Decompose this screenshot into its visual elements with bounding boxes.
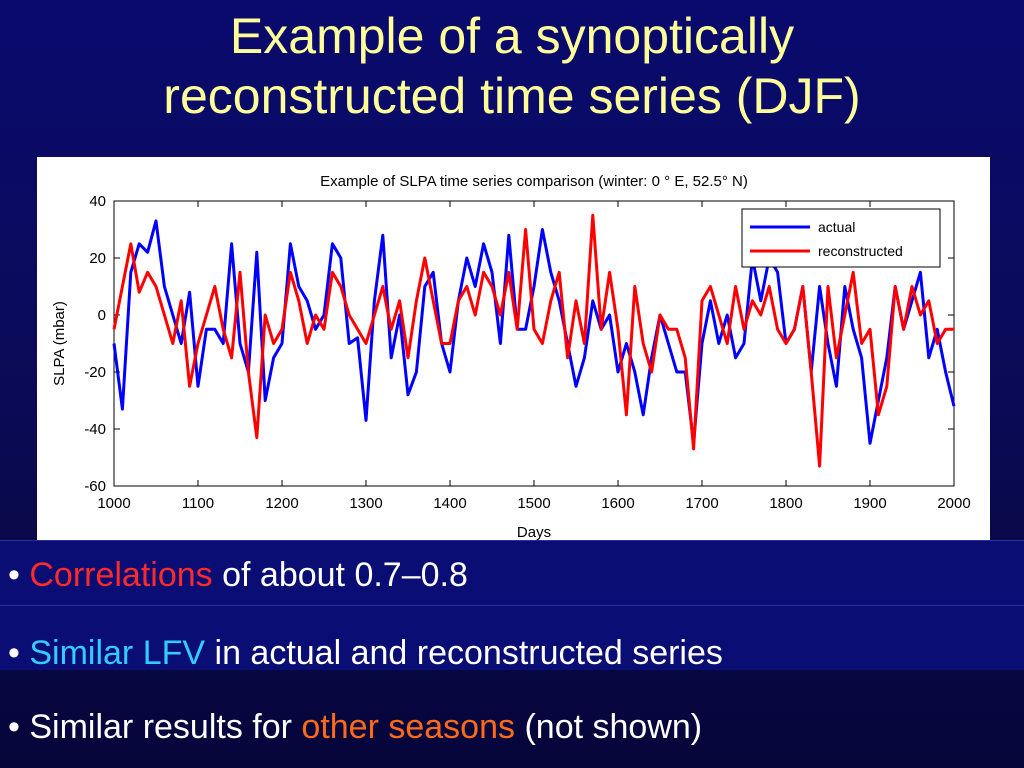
y-axis-label: SLPA (mbar) — [51, 301, 68, 386]
legend-box — [741, 208, 941, 268]
y-tick-label: 20 — [89, 250, 106, 267]
legend-label-reconstructed: reconstructed — [818, 243, 903, 259]
bullet-marker: • — [8, 634, 20, 672]
bullet-correlations: • Correlations of about 0.7–0.8 — [8, 556, 468, 594]
bullet-text: in actual and reconstructed series — [205, 634, 723, 672]
slide-title-line2: reconstructed time series (DJF) — [163, 68, 861, 124]
bullet-highlight: Correlations — [29, 556, 213, 594]
bullet-prefix: Similar results for — [29, 708, 302, 746]
chart-title: Example of SLPA time series comparison (… — [320, 173, 748, 190]
bullet-highlight: other seasons — [301, 708, 516, 746]
x-tick-label: 1200 — [265, 495, 298, 512]
x-tick-label: 1700 — [685, 495, 718, 512]
x-tick-label: 1600 — [601, 495, 634, 512]
bullet-marker: • — [8, 708, 20, 746]
bullet-band-2 — [0, 606, 1024, 670]
x-tick-label: 1300 — [349, 495, 382, 512]
x-tick-label: 2000 — [937, 495, 970, 512]
chart-figure: Example of SLPA time series comparison (… — [37, 157, 990, 547]
y-tick-label: 0 — [98, 307, 106, 324]
bullet-marker: • — [8, 556, 20, 594]
y-tick-label: 40 — [89, 193, 106, 210]
bullet-text: of about 0.7–0.8 — [212, 556, 468, 594]
x-tick-label: 1900 — [853, 495, 886, 512]
legend-label-actual: actual — [818, 219, 855, 235]
x-tick-label: 1100 — [182, 495, 214, 512]
x-tick-label: 1000 — [97, 495, 130, 512]
series-line-reconstructed — [112, 213, 954, 468]
x-tick-label: 1400 — [433, 495, 466, 512]
y-tick-label: -40 — [84, 421, 106, 438]
bullet-text: (not shown) — [515, 708, 703, 746]
x-tick-label: 1500 — [517, 495, 550, 512]
x-tick-label: 1800 — [769, 495, 802, 512]
series-line-actual — [112, 219, 956, 445]
chart-svg: Example of SLPA time series comparison (… — [51, 173, 971, 541]
bullet-other-seasons: • Similar results for other seasons (not… — [8, 708, 702, 746]
bullet-highlight: Similar LFV — [29, 634, 206, 672]
x-axis-label: Days — [517, 524, 551, 541]
y-tick-label: -20 — [84, 364, 106, 381]
slide-title-line1: Example of a synoptically — [229, 8, 795, 64]
y-tick-label: -60 — [84, 478, 106, 495]
bullet-band-1 — [0, 540, 1024, 606]
bullet-similar-lfv: • Similar LFV in actual and reconstructe… — [8, 634, 723, 672]
slide-title: Example of a synoptically reconstructed … — [0, 6, 1024, 126]
